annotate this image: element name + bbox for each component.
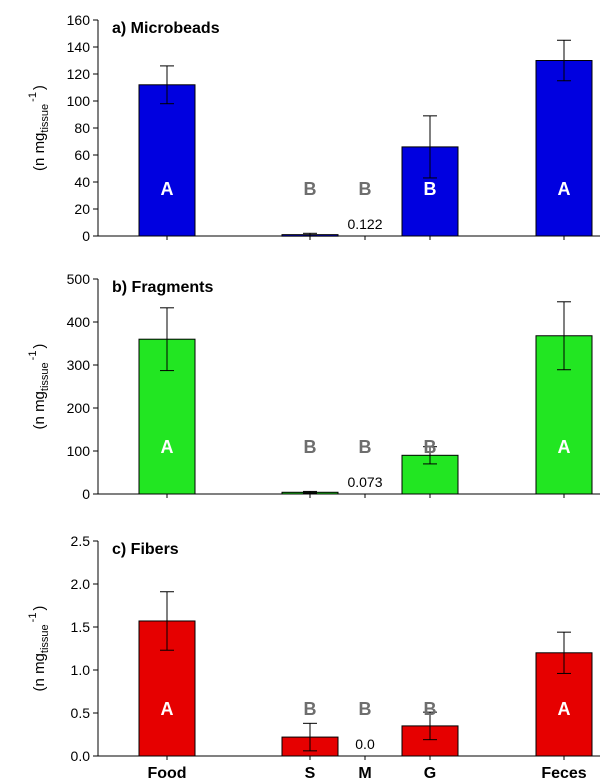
significance-letter: B (424, 179, 437, 199)
y-axis-label: (n mgtissue-1) (27, 344, 51, 430)
y-tick-label: 400 (67, 314, 91, 330)
panel-1: 0 20 40 60 80 100 120 140 160 a) Microbeads (n mgt… (27, 12, 600, 244)
y-tick-label: 100 (67, 443, 91, 459)
significance-letter: B (359, 699, 372, 719)
y-tick-label: 0.0 (71, 748, 91, 764)
panel-title: c) Fibers (112, 541, 179, 558)
significance-letter: A (558, 179, 571, 199)
x-category-label: M (358, 765, 371, 782)
y-tick-label: 20 (74, 201, 90, 217)
x-category-label: Food (147, 765, 186, 782)
y-tick-label: 140 (67, 39, 91, 55)
y-tick-label: 40 (74, 174, 90, 190)
y-tick-label: 1.0 (71, 662, 91, 678)
x-category-label: G (424, 765, 436, 782)
y-tick-label: 100 (67, 93, 91, 109)
y-tick-label: 500 (67, 271, 91, 287)
panel-title: b) Fragments (112, 279, 213, 296)
panel-2: 0 100 200 300 400 500 b) Fragments (n mgtissue-… (27, 271, 600, 502)
bar-food (138, 84, 196, 237)
y-tick-label: 160 (67, 12, 91, 28)
y-axis-label: (n mgtissue-1) (27, 85, 51, 171)
significance-letter: B (424, 699, 437, 719)
value-label: 0.122 (347, 216, 382, 232)
y-tick-label: 0 (82, 228, 90, 244)
y-tick-label: 2.5 (71, 533, 91, 549)
panel-3: 0.0 0.5 1.0 1.5 2.0 2.5 c) Fibers (n mgtissue-1… (27, 533, 600, 782)
x-category-label: S (305, 765, 316, 782)
y-tick-label: 60 (74, 147, 90, 163)
significance-letter: B (359, 179, 372, 199)
y-axis-label: (n mgtissue-1) (27, 606, 51, 692)
y-tick-label: 0 (82, 486, 90, 502)
y-tick-label: 0.5 (71, 705, 91, 721)
significance-letter: B (424, 437, 437, 457)
significance-letter: A (558, 437, 571, 457)
value-label: 0.0 (355, 736, 375, 752)
significance-letter: A (161, 699, 174, 719)
significance-letter: B (304, 179, 317, 199)
significance-letter: B (304, 699, 317, 719)
significance-letter: A (558, 699, 571, 719)
significance-letter: A (161, 179, 174, 199)
x-category-label: Feces (541, 765, 586, 782)
y-tick-label: 120 (67, 66, 91, 82)
y-tick-label: 200 (67, 400, 91, 416)
y-tick-label: 80 (74, 120, 90, 136)
y-tick-label: 300 (67, 357, 91, 373)
value-label: 0.073 (347, 474, 382, 490)
significance-letter: B (359, 437, 372, 457)
bar-feces (535, 60, 593, 237)
y-tick-label: 2.0 (71, 576, 91, 592)
significance-letter: A (161, 437, 174, 457)
panel-title: a) Microbeads (112, 20, 220, 37)
y-tick-label: 1.5 (71, 619, 91, 635)
significance-letter: B (304, 437, 317, 457)
